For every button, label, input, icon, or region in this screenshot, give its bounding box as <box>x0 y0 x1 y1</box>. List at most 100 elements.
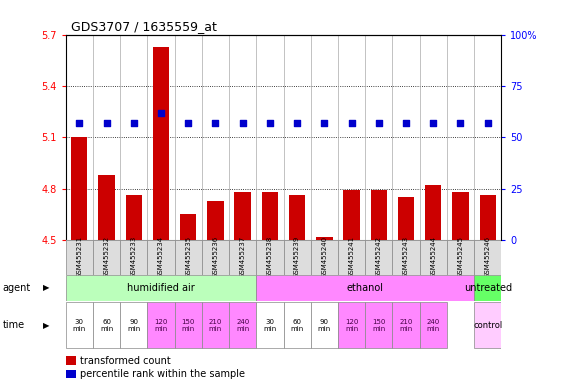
Bar <box>120 303 147 349</box>
Bar <box>365 240 392 275</box>
Text: 60
min: 60 min <box>100 319 113 332</box>
Bar <box>284 303 311 349</box>
Bar <box>147 303 175 349</box>
Bar <box>392 240 420 275</box>
Bar <box>447 240 474 275</box>
Text: GSM455236: GSM455236 <box>212 236 219 278</box>
Text: 90
min: 90 min <box>127 319 140 332</box>
Text: 120
min: 120 min <box>345 319 358 332</box>
Bar <box>398 197 414 240</box>
Text: GSM455242: GSM455242 <box>376 236 382 278</box>
Bar <box>229 303 256 349</box>
Bar <box>71 137 87 240</box>
Bar <box>153 46 169 240</box>
Text: GSM455238: GSM455238 <box>267 236 273 278</box>
Point <box>102 120 111 126</box>
Bar <box>175 35 202 240</box>
Text: GSM455240: GSM455240 <box>321 236 327 278</box>
Bar <box>256 35 284 240</box>
Point <box>456 120 465 126</box>
Bar <box>289 195 305 240</box>
Bar <box>474 303 501 349</box>
Text: ▶: ▶ <box>43 321 49 330</box>
Text: GSM455231: GSM455231 <box>77 236 82 278</box>
Bar <box>175 240 202 275</box>
Bar <box>147 35 175 240</box>
Text: humidified air: humidified air <box>127 283 195 293</box>
Bar <box>338 303 365 349</box>
Bar <box>365 303 392 349</box>
Bar <box>284 240 311 275</box>
Text: agent: agent <box>3 283 31 293</box>
Bar <box>126 195 142 240</box>
Text: GSM455244: GSM455244 <box>431 236 436 278</box>
Bar <box>311 303 338 349</box>
Bar <box>202 303 229 349</box>
Bar <box>452 192 469 240</box>
Bar <box>316 237 332 240</box>
Point <box>238 120 247 126</box>
Text: 240
min: 240 min <box>427 319 440 332</box>
Bar <box>93 303 120 349</box>
Bar <box>175 303 202 349</box>
Bar <box>93 35 120 240</box>
Bar <box>66 240 93 275</box>
Bar <box>66 303 93 349</box>
Text: ethanol: ethanol <box>347 283 384 293</box>
Bar <box>474 275 501 301</box>
Bar <box>66 275 256 301</box>
Bar <box>420 35 447 240</box>
Point <box>401 120 411 126</box>
Text: GSM455234: GSM455234 <box>158 236 164 278</box>
Bar <box>420 303 447 349</box>
Bar <box>256 240 284 275</box>
Text: GSM455243: GSM455243 <box>403 236 409 278</box>
Point <box>211 120 220 126</box>
Point <box>184 120 193 126</box>
Bar <box>93 240 120 275</box>
Point <box>292 120 301 126</box>
Bar <box>474 35 501 240</box>
Bar <box>202 35 229 240</box>
Bar <box>311 35 338 240</box>
Point <box>429 120 438 126</box>
Bar <box>207 200 224 240</box>
Bar <box>120 35 147 240</box>
Bar <box>392 303 420 349</box>
Text: transformed count: transformed count <box>80 356 171 366</box>
Point <box>483 120 492 126</box>
Bar <box>180 214 196 240</box>
Point <box>156 109 166 116</box>
Bar <box>229 240 256 275</box>
Text: 60
min: 60 min <box>291 319 304 332</box>
Bar <box>98 175 115 240</box>
Bar <box>365 35 392 240</box>
Text: GSM455241: GSM455241 <box>348 236 355 278</box>
Bar <box>229 35 256 240</box>
Bar <box>343 190 360 240</box>
Text: 120
min: 120 min <box>154 319 168 332</box>
Bar <box>311 240 338 275</box>
Text: GSM455235: GSM455235 <box>185 236 191 278</box>
Text: 30
min: 30 min <box>73 319 86 332</box>
Bar <box>66 35 93 240</box>
Text: 210
min: 210 min <box>399 319 413 332</box>
Bar <box>235 192 251 240</box>
Point <box>347 120 356 126</box>
Bar <box>256 303 284 349</box>
Text: 210
min: 210 min <box>209 319 222 332</box>
Bar <box>256 275 474 301</box>
Text: 30
min: 30 min <box>263 319 276 332</box>
Bar <box>474 240 501 275</box>
Text: GSM455239: GSM455239 <box>294 236 300 278</box>
Bar <box>371 190 387 240</box>
Text: time: time <box>3 320 25 331</box>
Text: 90
min: 90 min <box>317 319 331 332</box>
Text: untreated: untreated <box>464 283 512 293</box>
Text: 150
min: 150 min <box>372 319 385 332</box>
Text: ▶: ▶ <box>43 283 49 293</box>
Text: percentile rank within the sample: percentile rank within the sample <box>80 369 245 379</box>
Bar <box>425 185 441 240</box>
Text: GSM455237: GSM455237 <box>240 236 246 278</box>
Text: GSM455245: GSM455245 <box>457 236 464 278</box>
